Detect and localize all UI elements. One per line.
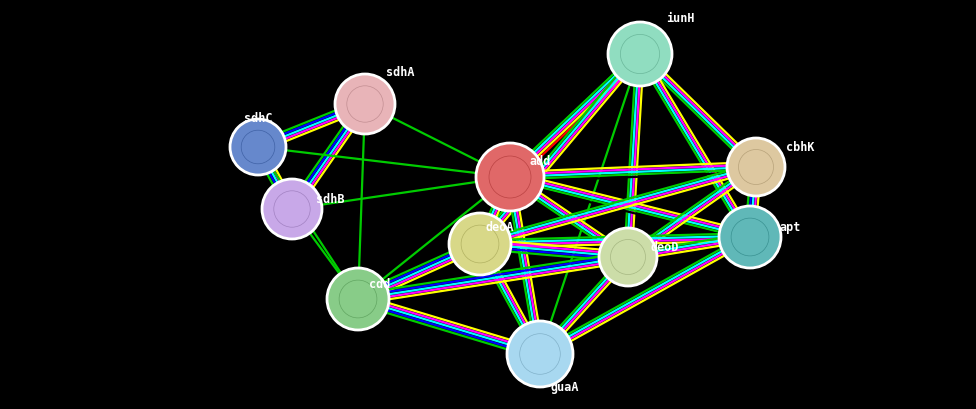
Circle shape (603, 232, 653, 282)
Circle shape (511, 325, 569, 383)
Text: sdhB: sdhB (316, 193, 345, 206)
Text: deoD: deoD (651, 241, 679, 254)
Circle shape (731, 143, 781, 193)
Text: cdd: cdd (369, 278, 390, 291)
Circle shape (230, 120, 286, 175)
Text: sdhC: sdhC (244, 111, 272, 124)
Circle shape (335, 75, 395, 135)
Text: deoA: deoA (486, 221, 514, 234)
Circle shape (262, 180, 322, 239)
Circle shape (266, 184, 318, 236)
Text: apt: apt (779, 221, 800, 234)
Circle shape (449, 213, 511, 275)
Circle shape (612, 27, 668, 83)
Circle shape (480, 148, 540, 207)
Text: sdhA: sdhA (386, 65, 414, 78)
Circle shape (599, 229, 657, 286)
Circle shape (331, 272, 385, 326)
Text: cbhK: cbhK (786, 141, 814, 154)
Circle shape (727, 139, 785, 196)
Circle shape (608, 23, 672, 87)
Circle shape (453, 218, 507, 271)
Circle shape (339, 79, 391, 131)
Circle shape (234, 124, 282, 172)
Text: add: add (529, 155, 550, 168)
Circle shape (719, 207, 781, 268)
Circle shape (507, 321, 573, 387)
Circle shape (723, 211, 777, 264)
Text: iunH: iunH (666, 11, 694, 25)
Text: guaA: guaA (550, 380, 579, 393)
Circle shape (476, 144, 544, 211)
Circle shape (327, 268, 389, 330)
